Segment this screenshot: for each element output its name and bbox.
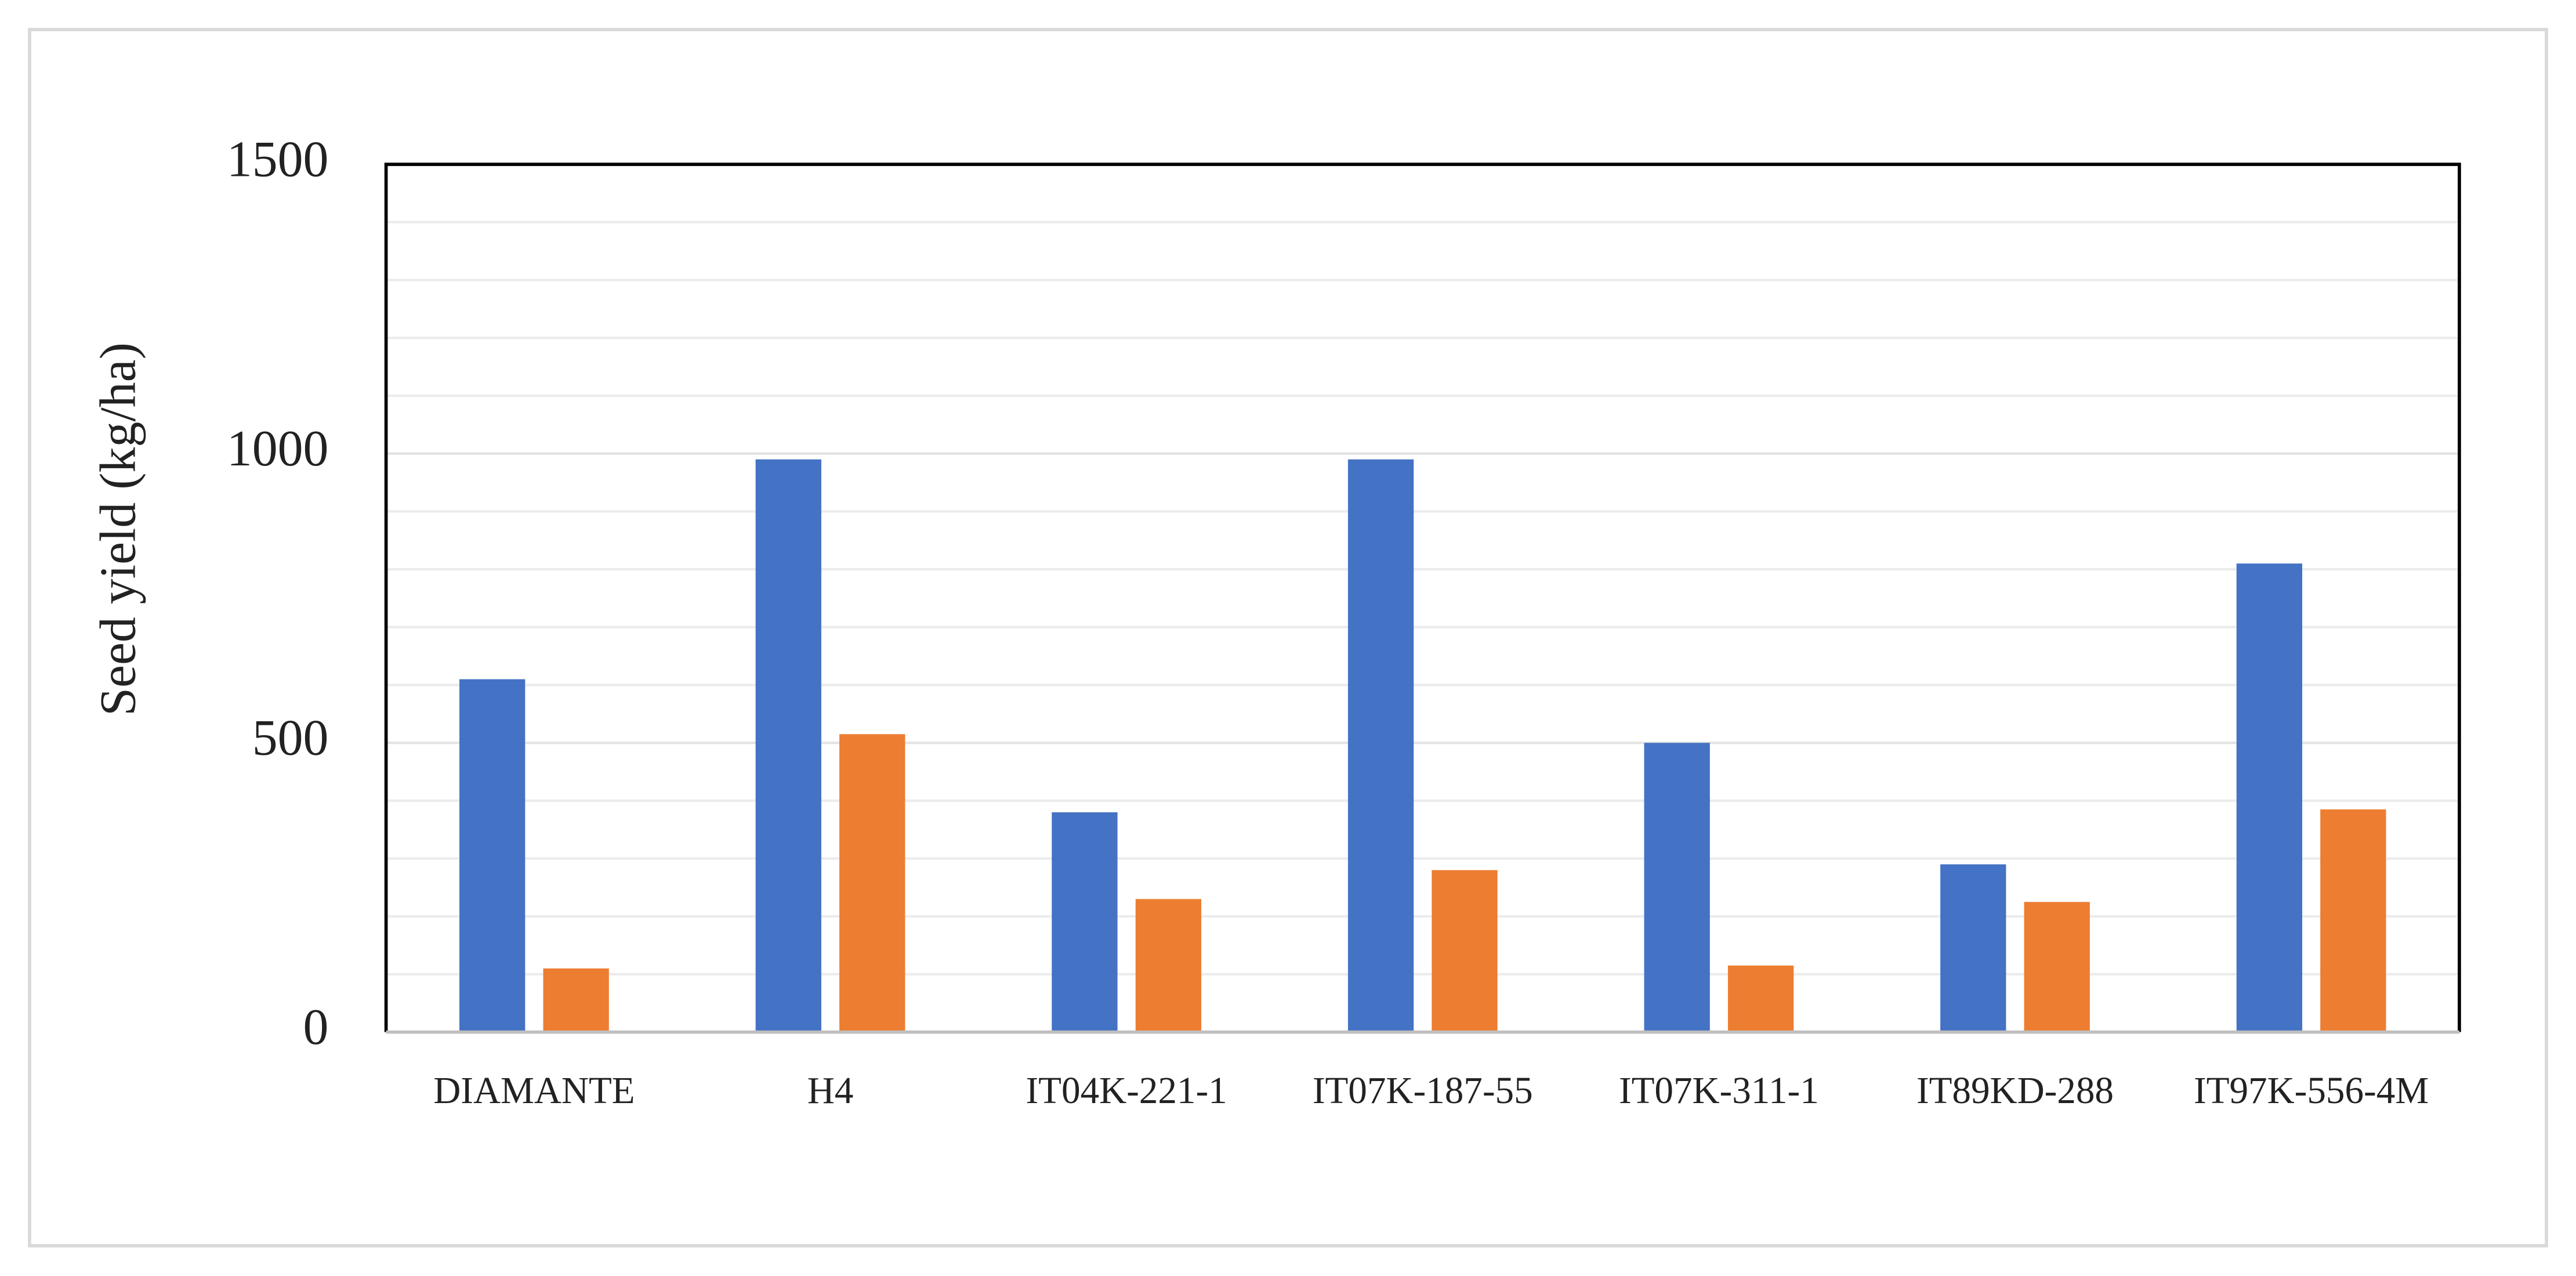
x-tick-label: IT97K-556-4M (2194, 1070, 2429, 1112)
plot-border (384, 162, 2461, 1032)
x-tick-label: H4 (807, 1070, 854, 1112)
bar (459, 679, 526, 1032)
y-axis-title: Seed yield (kg/ha) (90, 342, 146, 716)
bar (543, 968, 609, 1032)
bar (1052, 812, 1118, 1032)
bar (2320, 809, 2386, 1032)
bar (1727, 966, 1794, 1032)
bar (1135, 899, 1201, 1032)
bar (755, 459, 821, 1032)
bar (1432, 870, 1498, 1032)
chart-frame (28, 28, 2548, 1248)
x-tick-label: IT04K-221-1 (1026, 1070, 1227, 1112)
bar (1644, 743, 1710, 1032)
x-tick-label: IT89KD-288 (1916, 1070, 2114, 1112)
bar (1347, 459, 1414, 1032)
bar (2236, 563, 2303, 1032)
x-tick-label: DIAMANTE (433, 1070, 635, 1112)
y-tick-label: 0 (303, 999, 329, 1055)
y-tick-label: 1000 (227, 420, 329, 476)
bar (2024, 902, 2090, 1032)
y-tick-label: 1500 (227, 131, 329, 187)
bar (839, 734, 905, 1032)
x-tick-label: IT07K-311-1 (1619, 1070, 1819, 1112)
y-tick-label: 500 (252, 709, 329, 765)
bar (1940, 864, 2006, 1032)
x-tick-label: IT07K-187-55 (1313, 1070, 1533, 1112)
